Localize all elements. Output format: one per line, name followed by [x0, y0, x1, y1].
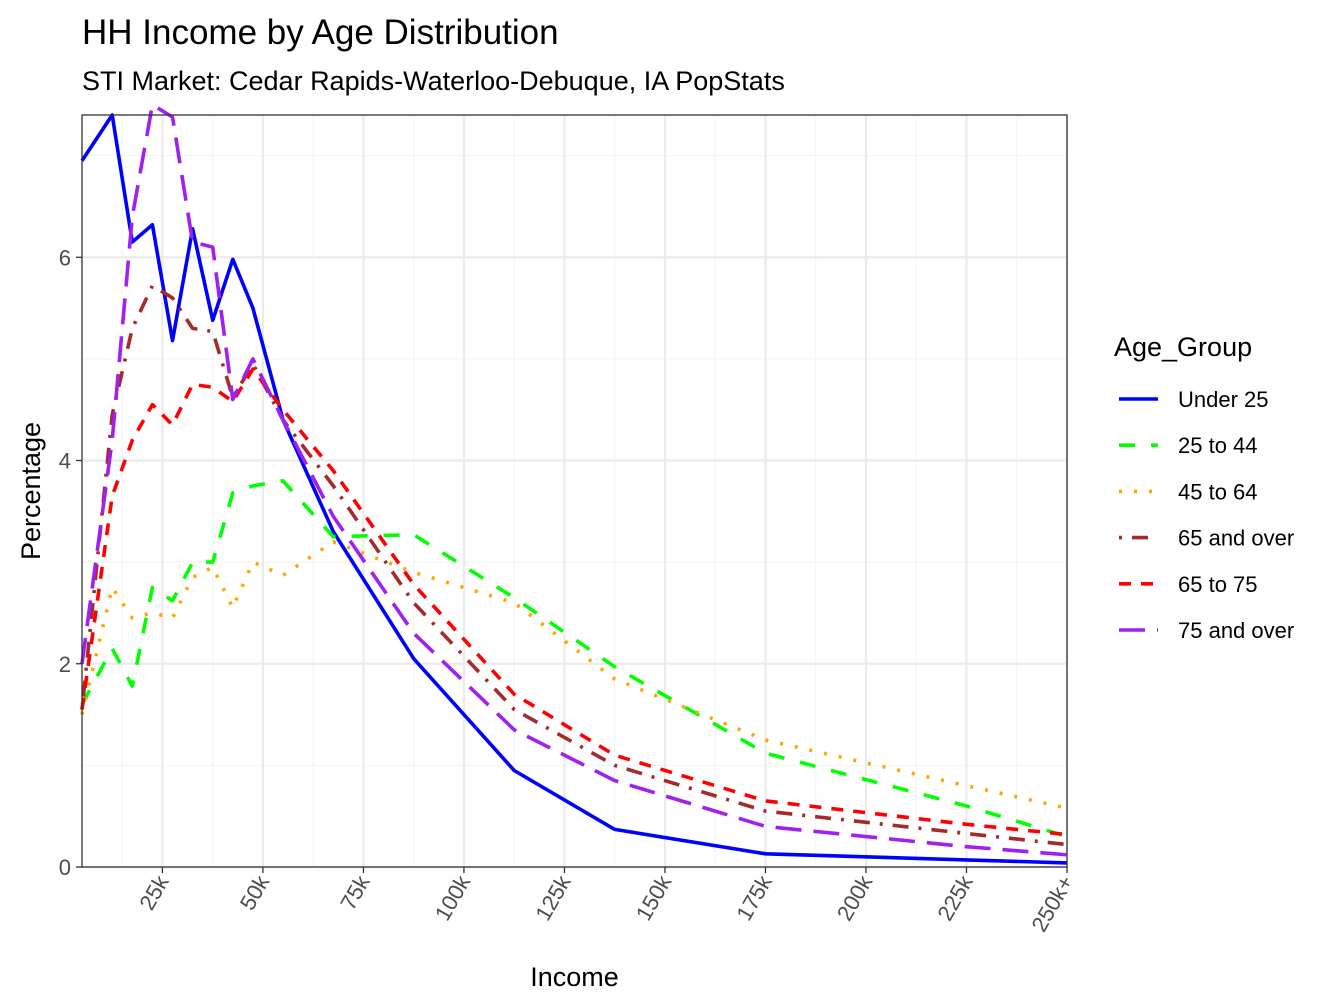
y-tick-label: 4	[59, 449, 71, 474]
x-tick-label: 50k	[235, 870, 275, 914]
x-tick-label: 175k	[731, 870, 777, 925]
legend-label-1: 25 to 44	[1178, 433, 1258, 458]
x-tick-label: 125k	[530, 870, 576, 925]
legend-label-4: 65 to 75	[1178, 572, 1258, 597]
y-tick-label: 0	[59, 855, 71, 880]
x-axis-title: Income	[530, 962, 619, 992]
chart-subtitle: STI Market: Cedar Rapids-Waterloo-Debuqu…	[82, 66, 785, 96]
legend-label-3: 65 and over	[1178, 526, 1294, 551]
legend-label-0: Under 25	[1178, 387, 1269, 412]
x-tick-label: 25k	[134, 870, 174, 914]
legend: Age_Group Under 25 25 to 44 45 to 64 65 and…	[1114, 332, 1294, 643]
legend-label-2: 45 to 64	[1178, 479, 1258, 504]
y-tick-label: 2	[59, 652, 71, 677]
series-line-3	[80, 283, 1068, 847]
x-tick-label: 200k	[832, 870, 878, 925]
series-line-2	[80, 540, 1068, 810]
chart-title: HH Income by Age Distribution	[82, 13, 559, 52]
x-tick-label: 75k	[335, 870, 375, 914]
legend-title: Age_Group	[1114, 332, 1252, 362]
legend-label-5: 75 and over	[1178, 618, 1294, 643]
x-tick-label: 250k+	[1026, 871, 1078, 936]
series-layer	[80, 103, 1068, 865]
y-tick-label: 6	[59, 245, 71, 270]
grid	[82, 115, 1069, 869]
x-tick-label: 225k	[932, 870, 978, 925]
x-tick-label: 150k	[631, 870, 677, 925]
y-axis-title: Percentage	[16, 422, 46, 560]
plot-panel	[82, 115, 1067, 867]
panel-border	[81, 114, 1068, 868]
x-tick-label: 100k	[430, 870, 476, 925]
